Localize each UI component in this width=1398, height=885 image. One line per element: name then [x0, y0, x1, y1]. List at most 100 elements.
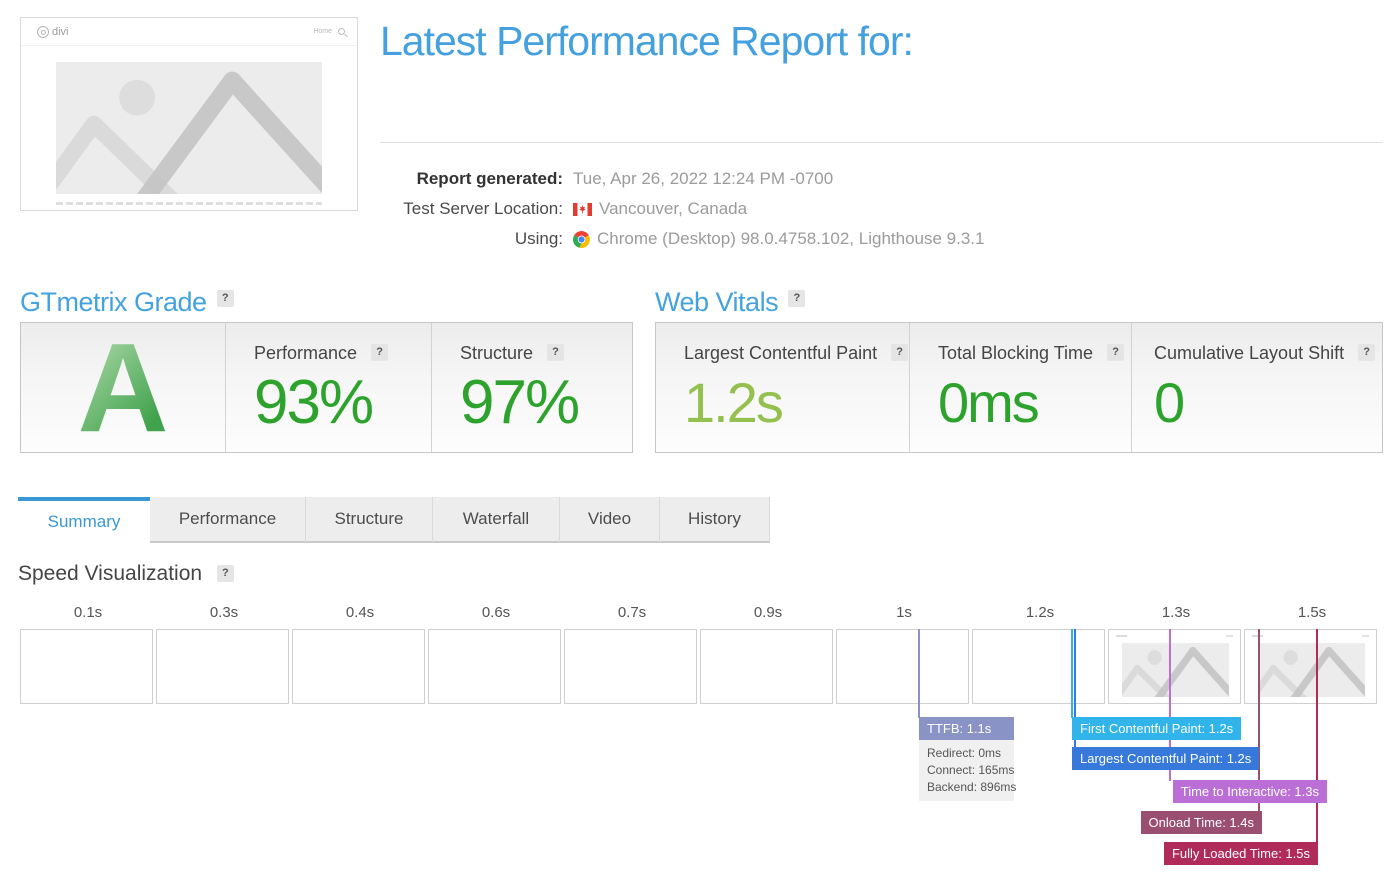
filmstrip-frame: [1244, 629, 1377, 704]
tbt-value: 0ms: [938, 371, 1040, 434]
placeholder-image: [1122, 643, 1229, 697]
fcp-marker-line: [1071, 629, 1073, 718]
search-icon: [338, 28, 345, 35]
filmstrip-frame: [700, 629, 833, 704]
meta-value: Chrome (Desktop) 98.0.4758.102, Lighthou…: [573, 229, 984, 249]
thumb-header-bar: [1252, 635, 1369, 638]
chrome-icon: [573, 230, 590, 248]
page-thumbnail: [1110, 631, 1239, 702]
metric-label: Performance ?: [254, 343, 421, 364]
page-title: Latest Performance Report for:: [380, 18, 914, 64]
speed-visualization-heading: Speed Visualization ?: [18, 562, 234, 586]
site-screenshot-thumbnail[interactable]: divi Home: [20, 17, 358, 211]
cls-label-text: Cumulative Layout Shift: [1154, 343, 1345, 363]
help-icon[interactable]: ?: [371, 344, 389, 361]
report-tabs: Summary Performance Structure Waterfall …: [18, 497, 770, 543]
help-icon[interactable]: ?: [891, 344, 909, 361]
canada-flag-icon: [573, 202, 592, 216]
frame-time: 0.9s: [753, 604, 783, 621]
structure-metric: Structure ? 97%: [431, 323, 632, 452]
meta-label: Report generated:: [416, 169, 563, 188]
meta-row-generated: Report generated: Tue, Apr 26, 2022 12:2…: [380, 164, 984, 194]
cls-metric: Cumulative Layout Shift ? 0: [1131, 323, 1384, 452]
gtmetrix-grade-heading-text: GTmetrix Grade: [20, 287, 207, 317]
help-icon[interactable]: ?: [216, 565, 234, 582]
lcp-value: 1.2s: [684, 371, 784, 434]
lcp-marker-line: [1074, 629, 1076, 748]
thumb-header-bar: [1116, 635, 1233, 638]
report-meta: Report generated: Tue, Apr 26, 2022 12:2…: [380, 164, 984, 254]
ttfb-marker-line: [918, 629, 920, 718]
filmstrip-frame: [20, 629, 153, 704]
ttfb-backend: Backend: 896ms: [927, 780, 1017, 794]
filmstrip-frame: [292, 629, 425, 704]
grade-letter: A: [77, 316, 169, 458]
filmstrip-frame: [156, 629, 289, 704]
meta-row-location: Test Server Location: Vancouver, Canada: [380, 194, 984, 224]
web-vitals-card: Largest Contentful Paint ? 1.2s Total Bl…: [655, 322, 1383, 453]
frame-time: 0.7s: [617, 604, 647, 621]
lcp-metric: Largest Contentful Paint ? 1.2s: [656, 323, 909, 452]
performance-metric: Performance ? 93%: [225, 323, 431, 452]
fully-loaded-marker-line: [1316, 629, 1318, 843]
tab-video[interactable]: Video: [560, 497, 660, 543]
speed-visualization-heading-text: Speed Visualization: [18, 562, 203, 585]
metric-label: Total Blocking Time ?: [938, 343, 1125, 364]
help-icon[interactable]: ?: [1107, 344, 1125, 361]
divi-logo: divi: [37, 26, 69, 38]
help-icon[interactable]: ?: [547, 344, 565, 361]
meta-label: Test Server Location:: [403, 199, 563, 218]
metric-label: Structure ?: [460, 343, 622, 364]
frame-time: 1s: [896, 604, 912, 621]
filmstrip-frame: [1108, 629, 1241, 704]
filmstrip-frame: [836, 629, 969, 704]
lcp-label-text: Largest Contentful Paint: [684, 343, 878, 363]
thumb-site-header: divi Home: [21, 18, 357, 46]
thumb-text-line: [56, 202, 322, 205]
tbt-label-text: Total Blocking Time: [938, 343, 1094, 363]
ttfb-label: TTFB: 1.1s: [919, 717, 1014, 740]
fully-loaded-time-label: Fully Loaded Time: 1.5s: [1163, 842, 1318, 865]
frame-time: 0.4s: [345, 604, 375, 621]
tab-history[interactable]: History: [660, 497, 770, 543]
ttfb-connect: Connect: 165ms: [927, 763, 1015, 777]
tti-marker-line: [1169, 629, 1171, 781]
frame-time: 1.2s: [1025, 604, 1055, 621]
web-vitals-heading: Web Vitals ?: [655, 287, 806, 318]
first-contentful-paint-label: First Contentful Paint: 1.2s: [1072, 717, 1242, 740]
performance-label-text: Performance: [254, 343, 358, 363]
placeholder-image: [1258, 643, 1365, 697]
onload-time-label: Onload Time: 1.4s: [1140, 811, 1262, 834]
filmstrip-frame: [564, 629, 697, 704]
meta-label: Using:: [514, 229, 563, 248]
cls-value: 0: [1154, 371, 1185, 434]
web-vitals-heading-text: Web Vitals: [655, 287, 779, 317]
structure-label-text: Structure: [460, 343, 534, 363]
meta-browser-text: Chrome (Desktop) 98.0.4758.102, Lighthou…: [597, 229, 985, 248]
meta-value: Tue, Apr 26, 2022 12:24 PM -0700: [573, 169, 834, 188]
frame-time: 0.3s: [209, 604, 239, 621]
largest-contentful-paint-label: Largest Contentful Paint: 1.2s: [1072, 747, 1260, 770]
meta-row-using: Using: Chrome (Desktop) 98.0.4758.102, L…: [380, 224, 985, 254]
tab-structure[interactable]: Structure: [306, 497, 433, 543]
tab-summary[interactable]: Summary: [18, 497, 150, 543]
structure-value: 97%: [460, 368, 580, 437]
time-to-interactive-label: Time to Interactive: 1.3s: [1172, 780, 1327, 803]
page-thumbnail: [1246, 631, 1375, 702]
performance-value: 93%: [254, 368, 374, 437]
help-icon[interactable]: ?: [216, 290, 234, 307]
filmstrip-frame: [972, 629, 1105, 704]
onload-marker-line: [1258, 629, 1260, 812]
filmstrip-frame: [428, 629, 561, 704]
help-icon[interactable]: ?: [1358, 344, 1376, 361]
frame-time: 1.3s: [1161, 604, 1191, 621]
frame-time: 0.6s: [481, 604, 511, 621]
divi-logo-text: divi: [52, 26, 69, 38]
frame-time: 1.5s: [1297, 604, 1327, 621]
placeholder-image: [56, 62, 322, 194]
help-icon[interactable]: ?: [788, 290, 806, 307]
thumb-site-nav: Home: [313, 28, 345, 35]
tab-waterfall[interactable]: Waterfall: [433, 497, 560, 543]
metric-label: Cumulative Layout Shift ?: [1154, 343, 1376, 364]
tab-performance[interactable]: Performance: [150, 497, 306, 543]
